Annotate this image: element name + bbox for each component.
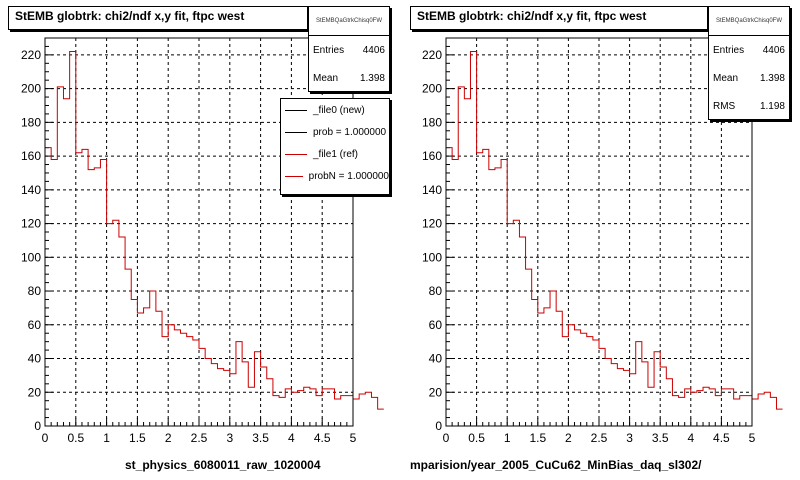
- plot-frame: [44, 37, 354, 427]
- legend-swatch: [285, 131, 307, 133]
- x-tick-label: 4: [687, 431, 694, 445]
- x-tick-label: 1: [103, 431, 110, 445]
- legend-label: _file0 (new): [313, 104, 365, 116]
- y-tick-label: 200: [21, 82, 41, 96]
- x-tick-label: 1.5: [129, 431, 146, 445]
- x-tick-label: 0.5: [468, 431, 485, 445]
- legend-swatch: [285, 109, 307, 111]
- histogram-plot-right: 0 0.5 1 1.5 2 2.5 3 3.5 4 4.5 5 0 20 40 60 80 100 120 140 1…: [422, 37, 783, 445]
- y-tick-label: 100: [422, 250, 442, 264]
- run-name-label-right: mparision/year_2005_CuCu62_MinBias_daq_s…: [410, 458, 702, 472]
- y-tick-label: 20: [429, 385, 443, 399]
- y-tick-label: 140: [422, 183, 442, 197]
- y-tick-label: 220: [21, 48, 41, 62]
- legend-label: probN = 1.000000: [308, 170, 389, 182]
- stats-name: StEMBQaGtrkChisq0FW: [709, 7, 789, 36]
- y-tick-label: 0: [435, 419, 442, 433]
- x-tick-label: 3.5: [652, 431, 669, 445]
- legend-entry: prob = 1.000000: [281, 121, 389, 143]
- y-tick-label: 120: [21, 217, 41, 231]
- plot-title-text: StEMB globtrk: chi2/ndf x,y fit, ftpc we…: [417, 9, 647, 23]
- stats-box-right: StEMBQaGtrkChisq0FW Entries 4406 Mean 1.…: [708, 6, 790, 120]
- y-tick-label: 40: [429, 352, 443, 366]
- x-tick-label: 5: [350, 431, 357, 445]
- x-tick-label: 1: [504, 431, 511, 445]
- x-tick-label: 2: [165, 431, 172, 445]
- stats-row-mean: Mean 1.398: [309, 64, 389, 92]
- legend-entry: _file1 (ref): [281, 143, 389, 165]
- y-tick-label: 220: [422, 48, 442, 62]
- plot-frame: [445, 37, 753, 427]
- y-tick-label: 120: [422, 217, 442, 231]
- x-tick-label: 4.5: [314, 431, 331, 445]
- x-tick-label: 4.5: [713, 431, 730, 445]
- legend-swatch: [285, 153, 307, 155]
- histogram-plot-left: 0 0.5 1 1.5 2 2.5 3 3.5 4 4.5 5 0 20 40 60 80 100 120 140 1…: [21, 37, 384, 445]
- stats-label: Entries: [713, 44, 745, 56]
- stats-row-mean: Mean 1.398: [709, 64, 789, 92]
- x-tick-label: 2.5: [191, 431, 208, 445]
- y-tick-label: 160: [21, 149, 41, 163]
- stats-value: 4406: [362, 44, 385, 56]
- stats-value: 1.198: [759, 100, 785, 112]
- stats-row-rms: RMS 1.198: [709, 92, 789, 120]
- x-tick-label: 3: [626, 431, 633, 445]
- stats-label: Entries: [313, 44, 345, 56]
- plot-title-right: StEMB globtrk: chi2/ndf x,y fit, ftpc we…: [410, 6, 708, 30]
- y-tick-label: 100: [21, 250, 41, 264]
- x-tick-label: 2.5: [591, 431, 608, 445]
- y-tick-label: 0: [34, 419, 41, 433]
- x-tick-label: 1.5: [529, 431, 546, 445]
- stats-value: 1.398: [759, 72, 785, 84]
- histogram-series-ref: [446, 50, 783, 410]
- x-tick-label: 5: [749, 431, 756, 445]
- y-tick-label: 20: [28, 385, 42, 399]
- y-tick-label: 80: [429, 284, 443, 298]
- y-tick-label: 60: [28, 318, 42, 332]
- x-tick-label: 0: [443, 431, 450, 445]
- y-tick-label: 60: [429, 318, 443, 332]
- legend-entry: _file0 (new): [281, 99, 389, 121]
- histogram-series-ref: [45, 50, 384, 410]
- plot-title-left: StEMB globtrk: chi2/ndf x,y fit, ftpc we…: [8, 6, 308, 30]
- x-tick-label: 0.5: [67, 431, 84, 445]
- y-tick-label: 140: [21, 183, 41, 197]
- x-tick-label: 4: [288, 431, 295, 445]
- x-tick-label: 3.5: [252, 431, 269, 445]
- stats-box-left: StEMBQaGtrkChisq0FW Entries 4406 Mean 1.…: [308, 6, 390, 92]
- plot-title-text: StEMB globtrk: chi2/ndf x,y fit, ftpc we…: [15, 9, 245, 23]
- legend-entry: probN = 1.000000: [281, 165, 389, 187]
- y-tick-label: 180: [422, 115, 442, 129]
- stats-value: 4406: [762, 44, 785, 56]
- y-tick-label: 200: [422, 82, 442, 96]
- y-tick-label: 160: [422, 149, 442, 163]
- stats-label: RMS: [713, 100, 736, 112]
- stats-row-entries: Entries 4406: [309, 36, 389, 64]
- x-tick-label: 2: [565, 431, 572, 445]
- x-tick-label: 3: [226, 431, 233, 445]
- y-tick-label: 40: [28, 352, 42, 366]
- y-tick-label: 80: [28, 284, 42, 298]
- legend-swatch: [285, 175, 303, 177]
- stats-name: StEMBQaGtrkChisq0FW: [309, 7, 389, 36]
- x-tick-label: 0: [42, 431, 49, 445]
- stats-row-entries: Entries 4406: [709, 36, 789, 64]
- y-tick-label: 180: [21, 115, 41, 129]
- legend-box: _file0 (new) prob = 1.000000 _file1 (ref…: [280, 98, 390, 195]
- legend-label: prob = 1.000000: [313, 126, 387, 138]
- stats-label: Mean: [313, 72, 339, 84]
- stats-label: Mean: [713, 72, 739, 84]
- run-name-label-left: st_physics_6080011_raw_1020004: [125, 458, 321, 472]
- legend-label: _file1 (ref): [313, 148, 359, 160]
- stats-value: 1.398: [359, 72, 385, 84]
